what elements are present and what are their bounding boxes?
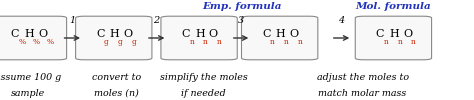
Text: H: H xyxy=(276,29,285,39)
Text: H: H xyxy=(195,29,205,39)
Text: O: O xyxy=(403,29,412,39)
Text: O: O xyxy=(123,29,133,39)
Text: O: O xyxy=(209,29,218,39)
Text: moles (n): moles (n) xyxy=(94,88,138,98)
Text: n: n xyxy=(383,38,389,46)
Text: H: H xyxy=(390,29,399,39)
Text: 2: 2 xyxy=(154,16,160,25)
Text: n: n xyxy=(397,38,402,46)
Text: n: n xyxy=(283,38,289,46)
Text: g: g xyxy=(132,38,137,46)
Text: %: % xyxy=(46,38,54,46)
Text: n: n xyxy=(298,38,302,46)
Text: sample: sample xyxy=(11,88,46,98)
FancyBboxPatch shape xyxy=(161,16,237,60)
Text: n: n xyxy=(189,38,194,46)
Text: 4: 4 xyxy=(338,16,345,25)
Text: 1: 1 xyxy=(69,16,75,25)
Text: simplify the moles: simplify the moles xyxy=(160,72,248,82)
Text: %: % xyxy=(32,38,40,46)
Text: g: g xyxy=(118,38,123,46)
Text: C: C xyxy=(375,29,384,39)
Text: n: n xyxy=(270,38,275,46)
Text: g: g xyxy=(104,38,109,46)
Text: convert to: convert to xyxy=(91,72,141,82)
Text: O: O xyxy=(289,29,299,39)
Text: Emp. formula: Emp. formula xyxy=(202,2,282,11)
Text: C: C xyxy=(10,29,19,39)
Text: n: n xyxy=(411,38,416,46)
Text: if needed: if needed xyxy=(182,88,226,98)
Text: C: C xyxy=(181,29,190,39)
Text: n: n xyxy=(217,38,222,46)
Text: Mol. formula: Mol. formula xyxy=(356,2,431,11)
Text: n: n xyxy=(203,38,208,46)
FancyBboxPatch shape xyxy=(75,16,152,60)
Text: H: H xyxy=(110,29,119,39)
Text: H: H xyxy=(25,29,34,39)
Text: assume 100 g: assume 100 g xyxy=(0,72,62,82)
Text: C: C xyxy=(262,29,270,39)
FancyBboxPatch shape xyxy=(355,16,431,60)
Text: 3: 3 xyxy=(238,16,244,25)
Text: match molar mass: match molar mass xyxy=(319,88,407,98)
Text: %: % xyxy=(18,38,26,46)
Text: O: O xyxy=(38,29,47,39)
FancyBboxPatch shape xyxy=(241,16,318,60)
FancyBboxPatch shape xyxy=(0,16,66,60)
Text: C: C xyxy=(96,29,104,39)
Text: adjust the moles to: adjust the moles to xyxy=(317,72,409,82)
